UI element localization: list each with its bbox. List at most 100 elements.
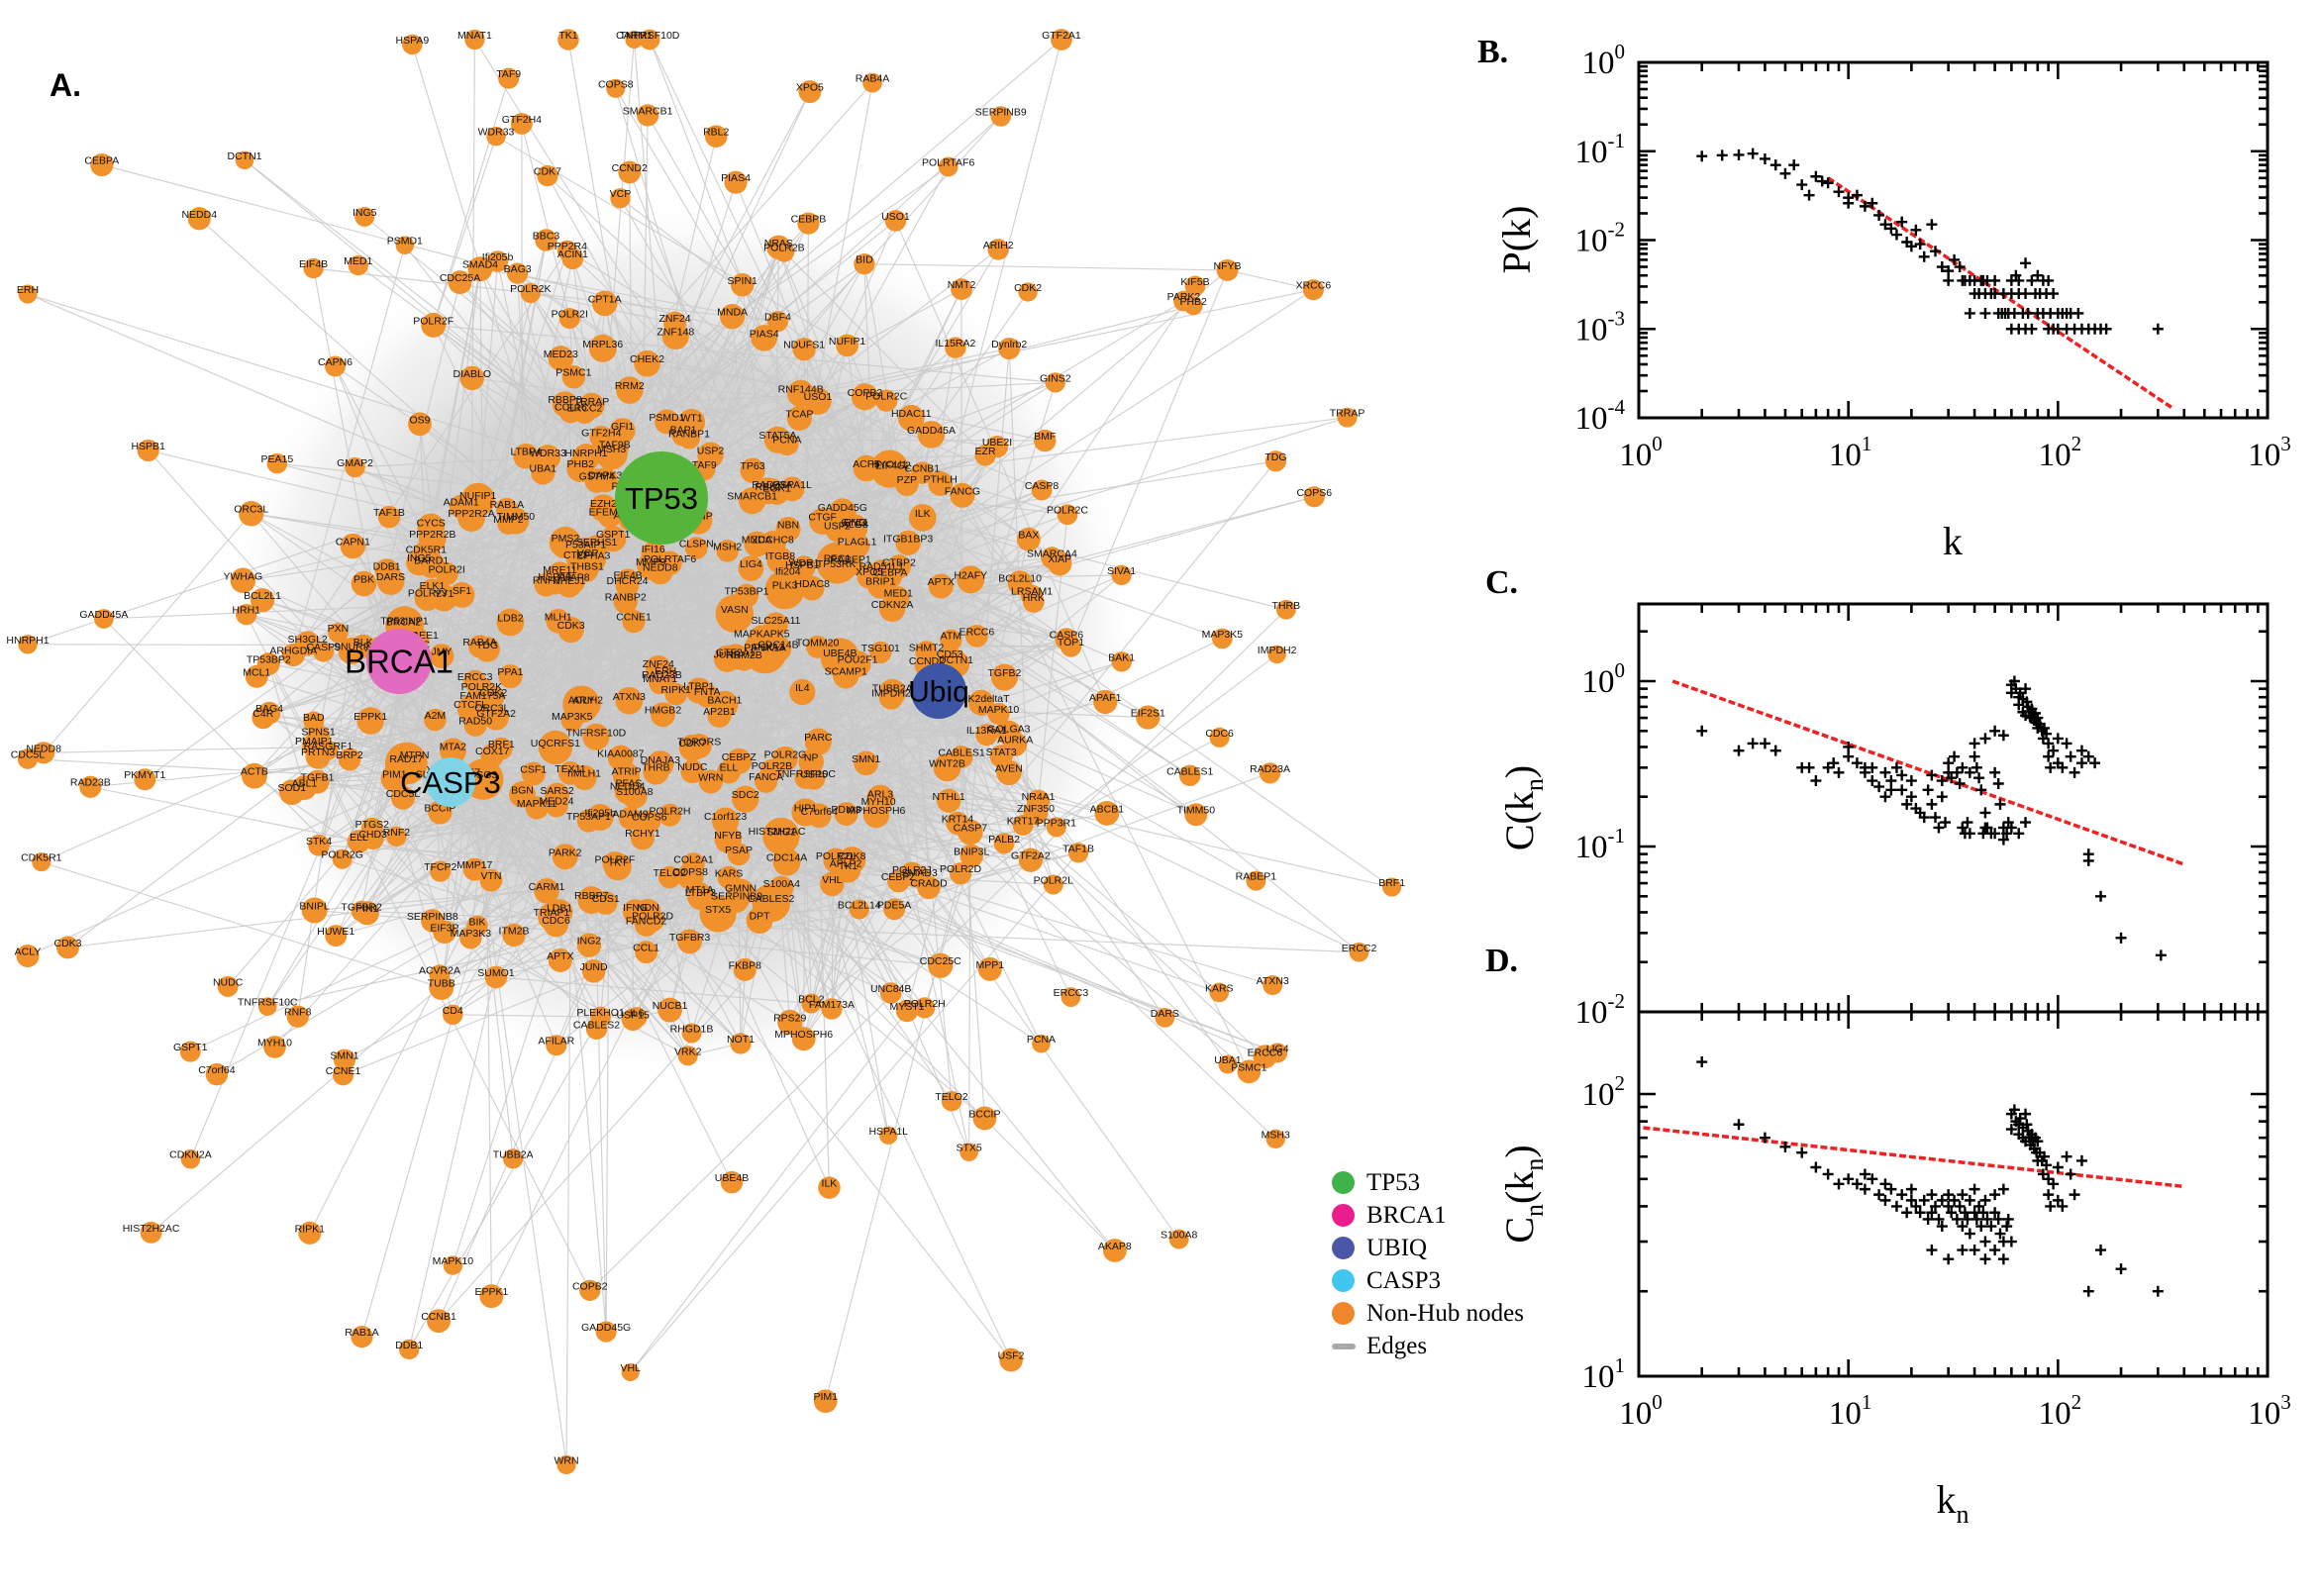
network-node <box>772 848 801 876</box>
network-edge <box>314 875 691 912</box>
node-label: WDR33 <box>530 448 566 459</box>
node-label: RCHY1 <box>625 828 660 840</box>
node-label: PMAIP1 <box>295 736 334 748</box>
node-label: CCNB1 <box>421 1311 456 1323</box>
node-swatch-icon <box>1332 1171 1355 1194</box>
node-label: VHL <box>620 1362 641 1374</box>
data-point <box>1936 1194 1948 1206</box>
data-point <box>1922 1213 1934 1225</box>
network-node <box>486 250 509 272</box>
data-point <box>2002 1213 2014 1225</box>
network-node <box>538 730 573 765</box>
node-label: CTCF <box>563 549 591 561</box>
network-node <box>786 405 812 432</box>
data-point <box>1716 150 1728 161</box>
data-point <box>1962 817 1973 829</box>
node-label: XRCC6 <box>1296 280 1332 292</box>
node-label: PIAS4 <box>750 328 779 340</box>
network-node <box>1051 29 1072 50</box>
network-node <box>733 957 757 981</box>
network-node <box>636 104 659 127</box>
network-node <box>578 392 605 419</box>
network-node <box>1012 814 1034 836</box>
node-label: SLC25A11 <box>751 615 800 627</box>
data-point <box>2013 828 2025 840</box>
node-label: ZNF24 <box>659 313 691 325</box>
data-point <box>1954 261 1966 273</box>
node-label: MYST1 <box>890 1001 925 1013</box>
node-label: PDIA3 <box>831 804 861 816</box>
network-edge <box>674 322 1035 603</box>
node-label: VHL <box>822 874 843 886</box>
data-point <box>1930 1200 1941 1212</box>
node-label: THRB <box>1272 600 1301 612</box>
network-node <box>537 164 558 187</box>
network-node <box>933 753 961 782</box>
node-label: VCP <box>610 188 632 200</box>
node-label: POLR2K <box>510 283 551 295</box>
network-node <box>746 907 773 935</box>
network-node <box>866 784 894 813</box>
network-node <box>520 282 541 304</box>
node-label: CTBP2 <box>882 556 916 568</box>
data-point <box>1949 1194 1961 1206</box>
network-node <box>558 400 583 424</box>
data-point <box>1957 822 1969 834</box>
network-node <box>1267 1043 1288 1063</box>
data-point <box>1810 1161 1822 1173</box>
node-label: TFCP2 <box>424 861 456 873</box>
node-label: CABLES2 <box>748 893 794 905</box>
network-node <box>348 254 368 276</box>
network-node <box>395 236 415 254</box>
network-node <box>236 603 257 626</box>
node-label: TAF1B <box>373 507 405 519</box>
node-label: ITGB1BP3 <box>883 533 933 545</box>
data-point <box>1943 265 1955 277</box>
tick-label: 100 <box>1619 1390 1663 1432</box>
data-point <box>1905 791 1917 803</box>
network-node <box>588 334 617 362</box>
data-point <box>1843 741 1855 752</box>
network-node <box>179 1041 201 1062</box>
node-label: SHMT2 <box>909 642 945 653</box>
network-node <box>684 537 708 559</box>
node-label: SARS2 <box>540 785 574 797</box>
network-node <box>824 556 849 580</box>
network-node <box>813 1389 838 1414</box>
hub-node-casp3 <box>426 757 475 807</box>
network-edge <box>891 692 913 875</box>
node-label: CEBPA <box>84 155 119 167</box>
network-edge <box>403 620 558 628</box>
legend-label: Edges <box>1366 1332 1428 1359</box>
node-label: NFYB <box>714 830 742 842</box>
network-edge <box>632 434 932 1020</box>
network-edge <box>659 570 940 692</box>
network-edge <box>831 460 1276 1010</box>
node-label: BCL2 <box>798 994 824 1006</box>
node-label: MNAT1 <box>643 673 677 685</box>
node-label: PEA15 <box>260 453 293 465</box>
node-label: WNT2B <box>929 757 965 769</box>
network-node <box>766 547 794 574</box>
node-label: EIF4G2 <box>875 459 911 471</box>
network-node <box>711 807 740 835</box>
node-label: PBK <box>354 574 374 586</box>
legend-item-brca1: BRCA1 <box>1332 1199 1524 1232</box>
data-point <box>1977 1207 1989 1219</box>
network-node <box>809 507 837 535</box>
node-label: WRN <box>698 772 723 784</box>
network-node <box>715 594 755 634</box>
data-point <box>2065 1168 2076 1180</box>
node-label: JUND <box>580 961 608 973</box>
node-label: IL6 <box>630 1007 645 1019</box>
node-label: MSH2 <box>713 541 742 552</box>
network-node <box>977 956 1002 981</box>
network-edge <box>466 690 940 777</box>
node-label: SNURF <box>334 641 369 652</box>
axis-ticks <box>1637 60 2270 420</box>
axis-ticks <box>1637 604 2270 1014</box>
node-label: HSPA1L <box>772 479 812 491</box>
network-node <box>719 304 746 330</box>
node-label: FANCG <box>945 485 980 497</box>
